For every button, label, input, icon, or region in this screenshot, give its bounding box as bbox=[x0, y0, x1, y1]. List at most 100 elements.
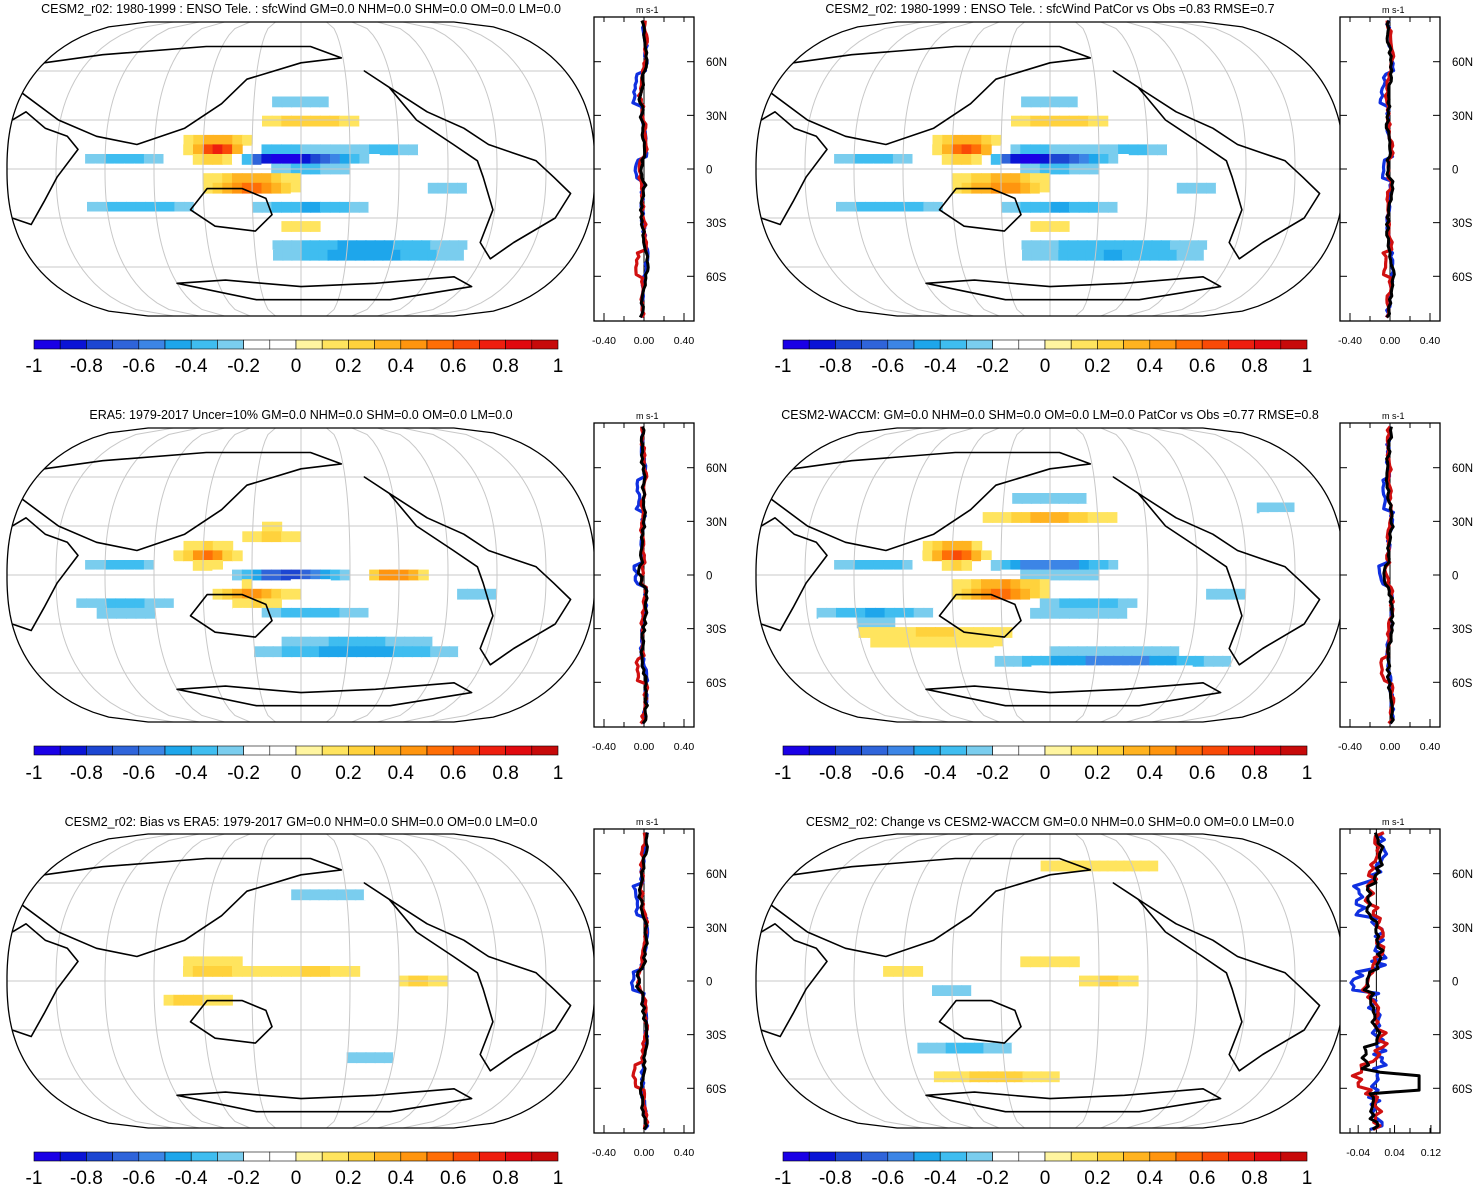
field-cell bbox=[371, 879, 382, 891]
colorbar-label: -1 bbox=[26, 1168, 43, 1187]
field-cell bbox=[388, 144, 400, 156]
field-cell bbox=[338, 636, 349, 648]
field-cell bbox=[222, 173, 233, 184]
meridian-gridline bbox=[1151, 22, 1247, 316]
field-cell bbox=[222, 966, 233, 977]
colorbar-label: 0.4 bbox=[1137, 763, 1164, 784]
field-cell bbox=[385, 636, 396, 648]
field-cell bbox=[318, 240, 330, 252]
colorbar-label: -1 bbox=[775, 763, 792, 784]
field-cell bbox=[1011, 115, 1022, 127]
field-cell bbox=[976, 655, 988, 667]
field-cell bbox=[856, 211, 868, 223]
colorbar-swatch bbox=[86, 745, 113, 756]
field-cell bbox=[486, 588, 498, 600]
field-cell bbox=[1049, 655, 1060, 667]
field-cell bbox=[836, 607, 847, 619]
field-cell bbox=[439, 87, 451, 98]
field-cell bbox=[193, 201, 205, 213]
field-cell bbox=[1020, 550, 1031, 562]
field-cell bbox=[1069, 154, 1080, 165]
field-cell bbox=[336, 249, 348, 261]
field-cell bbox=[917, 636, 928, 648]
colorbar-swatch bbox=[505, 745, 533, 756]
field-cell bbox=[291, 636, 302, 648]
field-cell bbox=[330, 966, 341, 977]
field-cell bbox=[432, 636, 443, 648]
field-cell bbox=[1085, 655, 1097, 667]
field-cell bbox=[1134, 96, 1145, 108]
field-cell bbox=[193, 607, 205, 619]
field-cell bbox=[905, 211, 916, 223]
colorbar-swatch bbox=[59, 339, 87, 350]
field-cell bbox=[391, 249, 402, 261]
field-cell bbox=[485, 240, 497, 252]
field-cell bbox=[892, 966, 904, 977]
field-cell bbox=[926, 1042, 938, 1054]
field-cell bbox=[173, 994, 184, 1006]
panel-4: CESM2-WACCM: GM=0.0 NHM=0.0 SHM=0.0 OM=0… bbox=[755, 408, 1473, 784]
coastline bbox=[1112, 882, 1321, 1072]
field-cell bbox=[1127, 144, 1139, 156]
field-cell bbox=[837, 211, 849, 223]
field-cell bbox=[418, 144, 429, 156]
field-cell bbox=[193, 994, 204, 1006]
field-cell bbox=[421, 646, 432, 658]
field-cell bbox=[990, 154, 1002, 165]
field-cell bbox=[1049, 144, 1061, 156]
ensemble-line bbox=[636, 425, 649, 725]
field-cell bbox=[174, 201, 185, 213]
colorbar-swatch bbox=[966, 745, 993, 756]
field-cell bbox=[942, 1071, 954, 1083]
x-tick-label: 0.00 bbox=[1380, 335, 1401, 347]
field-cell bbox=[1049, 493, 1060, 504]
field-cell bbox=[466, 588, 478, 600]
colorbar-swatch bbox=[59, 1151, 87, 1162]
field-cell bbox=[264, 879, 276, 891]
field-cell bbox=[104, 560, 116, 571]
field-cell bbox=[261, 607, 273, 619]
field-cell bbox=[1167, 182, 1178, 194]
ensemble-line bbox=[1384, 19, 1396, 319]
field-cell bbox=[978, 1071, 989, 1083]
field-cell bbox=[834, 154, 845, 165]
field-cell bbox=[992, 636, 1004, 648]
field-cell bbox=[349, 154, 361, 165]
colorbar-swatch bbox=[1149, 339, 1177, 350]
field-cell bbox=[1157, 182, 1168, 194]
field-cell bbox=[47, 598, 58, 610]
field-cell bbox=[868, 627, 879, 638]
meridian-gridline bbox=[153, 428, 225, 722]
field-cell bbox=[317, 879, 329, 891]
field-cell bbox=[923, 201, 934, 213]
field-cell bbox=[847, 211, 858, 223]
colorbar-swatch bbox=[138, 339, 166, 350]
field-cell bbox=[1269, 512, 1280, 523]
field-cell bbox=[125, 1004, 136, 1016]
colorbar-label: 0.6 bbox=[440, 356, 466, 377]
meridian-gridline bbox=[853, 22, 949, 316]
field-cell bbox=[982, 627, 994, 638]
colorbar-label: 0 bbox=[291, 356, 302, 377]
field-cell bbox=[873, 154, 884, 165]
colorbar-label: -0.8 bbox=[70, 1168, 103, 1187]
field-cell bbox=[865, 607, 876, 619]
field-cell bbox=[1077, 240, 1088, 252]
field-cell bbox=[961, 579, 972, 590]
colorbar-label: -0.6 bbox=[871, 1168, 904, 1187]
field-cell bbox=[357, 636, 368, 648]
field-cell bbox=[1216, 240, 1227, 252]
field-cell bbox=[165, 211, 177, 223]
field-cell bbox=[1275, 502, 1287, 514]
field-cell bbox=[300, 144, 312, 156]
field-cell bbox=[418, 249, 430, 261]
field-cell bbox=[1108, 598, 1119, 610]
field-cell bbox=[193, 956, 204, 968]
field-cell bbox=[448, 87, 460, 98]
field-cell bbox=[212, 550, 224, 562]
field-cell bbox=[290, 588, 302, 600]
field-cell bbox=[876, 211, 887, 223]
field-cell bbox=[1107, 607, 1119, 619]
lat-tick-label: 30N bbox=[1452, 517, 1473, 529]
field-cell bbox=[985, 655, 997, 667]
